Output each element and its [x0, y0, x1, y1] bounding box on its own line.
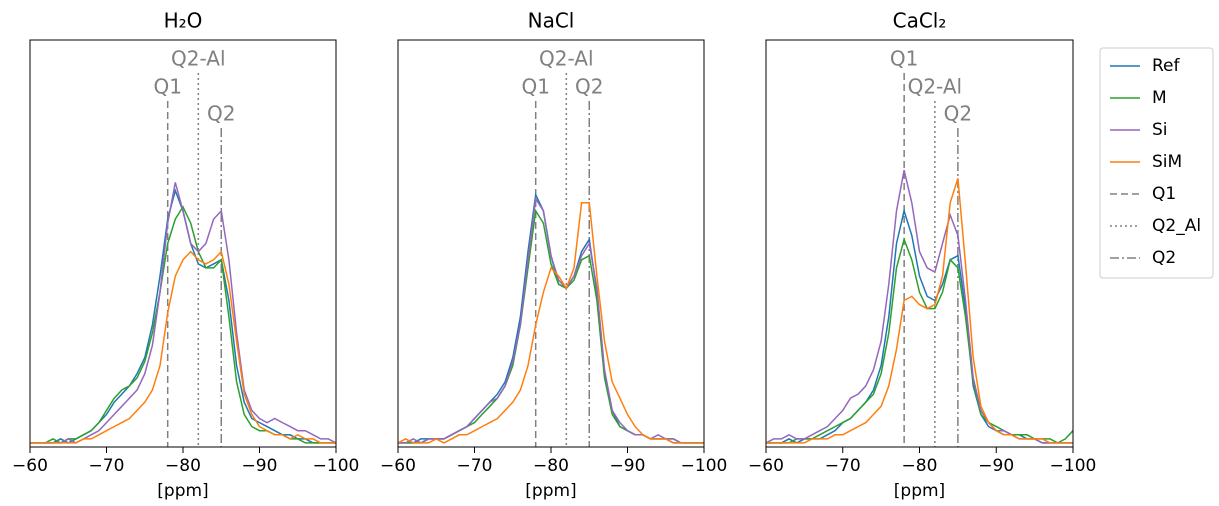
series-line — [766, 178, 1073, 444]
x-tick-label: −100 — [681, 456, 728, 476]
legend-label: Q2_Al — [1152, 216, 1201, 236]
x-tick-label: −70 — [89, 456, 125, 476]
panel-title: NaCl — [528, 9, 575, 33]
x-tick-label: −100 — [1050, 456, 1097, 476]
reference-label: Q2-Al — [171, 47, 225, 71]
axes-frame — [29, 39, 337, 448]
x-tick-label: −90 — [242, 456, 278, 476]
x-tick-label: −90 — [978, 456, 1014, 476]
legend-label: Ref — [1152, 56, 1181, 76]
x-tick-label: −70 — [457, 456, 493, 476]
legend-box — [1099, 47, 1214, 279]
x-tick-label: −80 — [902, 456, 938, 476]
x-tick-label: −80 — [165, 456, 201, 476]
series-line — [30, 250, 336, 444]
reference-label: Q2-Al — [908, 75, 962, 99]
reference-label: Q2 — [207, 102, 235, 126]
series-line — [765, 170, 1073, 444]
x-axis-label: [ppm] — [894, 481, 945, 501]
reference-label: Q2 — [575, 75, 603, 99]
reference-label: Q2 — [944, 102, 972, 126]
series-line — [30, 188, 336, 444]
series-line — [766, 236, 1074, 444]
x-tick-label: −60 — [748, 456, 784, 476]
x-tick-label: −80 — [533, 456, 569, 476]
reference-label: Q1 — [521, 75, 549, 99]
reference-label: Q2-Al — [539, 47, 593, 71]
series-line — [398, 192, 704, 444]
series-line — [398, 196, 704, 444]
x-tick-label: −70 — [825, 456, 861, 476]
x-tick-label: −100 — [313, 456, 360, 476]
legend-label: Q2 — [1152, 248, 1176, 268]
legend-label: Q1 — [1152, 184, 1176, 204]
panel-title: H₂O — [164, 9, 203, 33]
reference-label: Q1 — [890, 47, 918, 71]
series-line — [30, 182, 337, 444]
x-tick-label: −90 — [610, 456, 646, 476]
x-axis-label: [ppm] — [157, 481, 208, 501]
x-tick-label: −60 — [12, 456, 48, 476]
legend: Ref M Si SiM Q1 Q2_Al Q2 — [1099, 47, 1214, 279]
series-line — [398, 208, 704, 444]
series-line — [30, 205, 336, 444]
legend-label: M — [1152, 88, 1167, 108]
series-line — [397, 202, 704, 444]
panel-title: CaCl₂ — [893, 9, 947, 33]
x-axis-label: [ppm] — [525, 481, 576, 501]
legend-label: Si — [1152, 120, 1168, 140]
x-tick-label: −60 — [380, 456, 416, 476]
legend-label: SiM — [1152, 152, 1182, 172]
reference-label: Q1 — [153, 75, 181, 99]
axes-frame — [397, 39, 705, 448]
axes-frame — [765, 39, 1074, 448]
series-line — [766, 208, 1073, 444]
